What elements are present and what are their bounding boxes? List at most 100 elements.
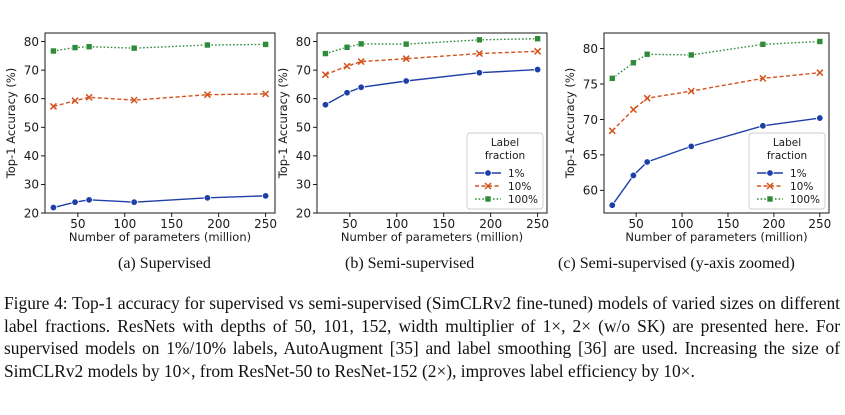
data-point — [261, 192, 270, 200]
legend-entry: 1% — [508, 168, 525, 180]
x-tick-label: 150 — [432, 217, 455, 231]
series-line-100pct — [53, 43, 266, 52]
legend-title: fraction — [767, 150, 807, 162]
legend-entry: 10% — [790, 181, 813, 193]
data-point — [766, 182, 774, 190]
chart-panel-a: 50 100 150 200 250 20 30 40 50 60 70 80 Number of pa… — [4, 32, 277, 244]
chart-panel-c: 50 100 150 200 250 60 65 70 75 80 Number of parame… — [563, 32, 831, 244]
x-tick-label: 100 — [385, 217, 408, 231]
data-point — [608, 201, 616, 209]
data-point — [357, 40, 365, 48]
y-tick-label: 80 — [583, 42, 598, 56]
x-axis-label: Number of parameters (million) — [625, 230, 807, 244]
series-line-100pct — [325, 38, 538, 55]
data-point — [49, 102, 57, 110]
x-tick-label: 50 — [70, 217, 85, 231]
series-line-10pct — [325, 50, 538, 76]
series-line-1pct — [325, 68, 538, 106]
y-tick-label: 70 — [24, 63, 39, 77]
data-point — [687, 87, 695, 95]
x-tick-label: 50 — [629, 217, 644, 231]
y-tick-label: 60 — [296, 92, 311, 106]
data-point — [643, 158, 651, 166]
y-tick-label: 30 — [296, 178, 311, 192]
y-tick-label: 75 — [583, 77, 598, 91]
data-point — [816, 69, 824, 77]
y-tick-label: 40 — [296, 149, 311, 163]
figure-caption: Figure 4: Top-1 accuracy for supervised … — [4, 293, 840, 381]
y-tick-label: 30 — [24, 178, 39, 192]
y-tick-label: 70 — [296, 63, 311, 77]
x-tick-label: 50 — [342, 217, 357, 231]
y-tick-label: 50 — [24, 121, 39, 135]
data-point — [130, 96, 138, 104]
x-axis-label: Number of parameters (million) — [69, 230, 251, 244]
data-point — [687, 142, 695, 151]
axes-frame — [603, 32, 830, 214]
x-tick-label: 200 — [762, 217, 785, 231]
data-point — [357, 83, 365, 91]
data-point — [85, 93, 93, 101]
data-point — [759, 122, 767, 130]
x-tick-label: 200 — [479, 217, 502, 231]
series-line-100pct — [611, 40, 820, 79]
data-point — [630, 59, 637, 67]
series-line-1pct — [53, 195, 266, 209]
data-point — [203, 194, 212, 202]
y-tick-label: 20 — [24, 206, 39, 220]
data-point — [402, 77, 410, 85]
data-point — [608, 127, 616, 135]
x-tick-label: 250 — [808, 217, 831, 231]
data-point — [262, 90, 270, 98]
legend-entry: 10% — [508, 181, 531, 193]
data-point — [629, 106, 637, 114]
data-point — [816, 38, 824, 45]
data-point — [534, 47, 542, 55]
data-point — [343, 89, 351, 97]
data-point — [321, 101, 330, 109]
data-point — [71, 198, 79, 206]
y-tick-label: 50 — [296, 121, 311, 135]
data-point — [204, 41, 211, 49]
data-point — [629, 171, 638, 180]
legend-entry: 1% — [790, 168, 807, 180]
x-axis-label: Number of parameters (million) — [341, 230, 523, 244]
x-tick-label: 200 — [207, 217, 230, 231]
data-point — [475, 50, 483, 58]
data-point — [130, 198, 138, 206]
y-tick-label: 80 — [296, 35, 311, 49]
data-point — [484, 182, 492, 190]
data-point — [687, 51, 695, 59]
data-point — [262, 41, 269, 48]
x-tick-label: 250 — [526, 217, 549, 231]
data-point — [643, 94, 651, 102]
y-axis-label: Top-1 Accuracy (%) — [563, 68, 577, 180]
data-point — [321, 71, 329, 79]
data-point — [49, 203, 58, 212]
data-point — [130, 44, 138, 52]
legend-box — [466, 132, 544, 210]
data-point — [50, 47, 57, 55]
y-tick-label: 60 — [24, 92, 39, 106]
data-point — [402, 40, 410, 48]
data-point — [322, 50, 329, 57]
data-point — [533, 65, 542, 74]
y-tick-label: 20 — [296, 206, 311, 220]
data-point — [475, 69, 484, 77]
x-tick-label: 150 — [160, 217, 183, 231]
y-axis-label: Top-1 Accuracy (%) — [4, 68, 18, 180]
data-point — [759, 74, 767, 82]
data-point — [343, 43, 351, 51]
series-line-1pct — [611, 117, 820, 206]
data-point — [816, 114, 824, 122]
y-tick-label: 60 — [583, 184, 598, 198]
x-tick-label: 100 — [671, 217, 694, 231]
data-point — [343, 62, 351, 70]
data-point — [402, 55, 410, 63]
data-point — [71, 97, 79, 105]
data-point — [357, 58, 365, 66]
data-point — [85, 196, 93, 204]
